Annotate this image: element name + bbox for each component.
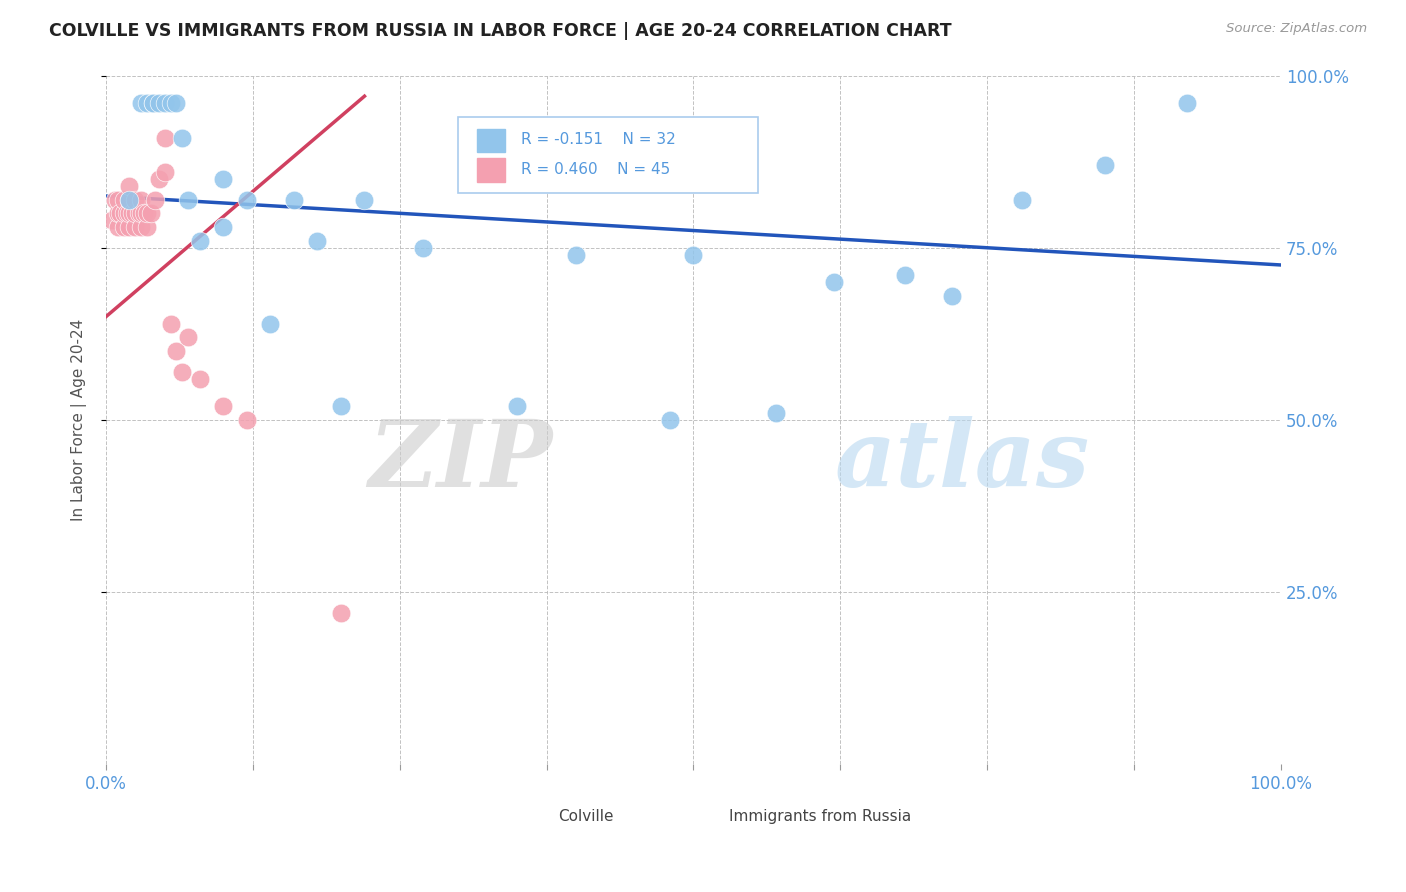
- Point: [177, 193, 200, 207]
- Point: [330, 399, 353, 413]
- Point: [107, 206, 129, 220]
- Text: Colville: Colville: [558, 809, 614, 823]
- Text: ZIP: ZIP: [368, 417, 553, 507]
- Text: Immigrants from Russia: Immigrants from Russia: [728, 809, 911, 823]
- Point: [236, 413, 259, 427]
- Point: [283, 193, 305, 207]
- Point: [118, 193, 141, 207]
- Point: [112, 220, 135, 235]
- Point: [682, 247, 704, 261]
- Point: [107, 193, 129, 207]
- Point: [118, 206, 141, 220]
- FancyBboxPatch shape: [477, 128, 506, 152]
- Point: [188, 234, 211, 248]
- FancyBboxPatch shape: [692, 805, 720, 830]
- Point: [139, 206, 162, 220]
- Point: [136, 220, 159, 235]
- Text: Source: ZipAtlas.com: Source: ZipAtlas.com: [1226, 22, 1367, 36]
- Point: [565, 247, 588, 261]
- Point: [212, 172, 235, 186]
- Point: [136, 206, 159, 220]
- Point: [153, 130, 176, 145]
- Point: [121, 206, 143, 220]
- Point: [112, 193, 135, 207]
- Point: [101, 213, 124, 227]
- Point: [153, 96, 176, 111]
- Point: [172, 130, 194, 145]
- Point: [129, 220, 152, 235]
- Point: [128, 206, 150, 220]
- Point: [142, 96, 165, 111]
- Point: [212, 220, 235, 235]
- Point: [118, 193, 141, 207]
- Point: [353, 193, 375, 207]
- Point: [107, 220, 129, 235]
- Point: [115, 206, 138, 220]
- Point: [894, 268, 917, 283]
- Y-axis label: In Labor Force | Age 20-24: In Labor Force | Age 20-24: [72, 318, 87, 521]
- Point: [142, 96, 165, 111]
- Point: [143, 193, 166, 207]
- Point: [506, 399, 529, 413]
- Point: [188, 372, 211, 386]
- Point: [166, 96, 188, 111]
- FancyBboxPatch shape: [522, 805, 550, 830]
- Point: [142, 96, 165, 111]
- Text: R = 0.460    N = 45: R = 0.460 N = 45: [520, 161, 671, 177]
- Point: [129, 206, 152, 220]
- Point: [330, 606, 353, 620]
- Point: [824, 275, 846, 289]
- Point: [259, 317, 281, 331]
- Point: [118, 220, 141, 235]
- Text: R = -0.151    N = 32: R = -0.151 N = 32: [520, 132, 675, 147]
- Point: [124, 220, 146, 235]
- Point: [142, 96, 165, 111]
- Point: [159, 96, 181, 111]
- Point: [1011, 193, 1033, 207]
- Point: [118, 178, 141, 193]
- Point: [148, 96, 170, 111]
- Point: [765, 406, 787, 420]
- Point: [236, 193, 259, 207]
- Point: [132, 206, 155, 220]
- Point: [112, 206, 135, 220]
- Point: [159, 317, 181, 331]
- Point: [142, 96, 165, 111]
- Point: [129, 96, 152, 111]
- FancyBboxPatch shape: [477, 158, 506, 182]
- Point: [659, 413, 682, 427]
- Text: atlas: atlas: [835, 417, 1090, 507]
- Point: [129, 193, 152, 207]
- Point: [172, 365, 194, 379]
- Text: COLVILLE VS IMMIGRANTS FROM RUSSIA IN LABOR FORCE | AGE 20-24 CORRELATION CHART: COLVILLE VS IMMIGRANTS FROM RUSSIA IN LA…: [49, 22, 952, 40]
- Point: [153, 165, 176, 179]
- Point: [104, 193, 127, 207]
- Point: [124, 206, 146, 220]
- Point: [412, 241, 434, 255]
- Point: [1094, 158, 1116, 172]
- Point: [142, 96, 165, 111]
- Point: [136, 96, 159, 111]
- Point: [1175, 96, 1198, 111]
- Point: [142, 96, 165, 111]
- Point: [212, 399, 235, 413]
- Point: [142, 96, 165, 111]
- FancyBboxPatch shape: [458, 117, 758, 193]
- Point: [166, 344, 188, 359]
- Point: [148, 172, 170, 186]
- Point: [177, 330, 200, 344]
- Point: [142, 96, 165, 111]
- Point: [108, 206, 131, 220]
- Point: [124, 193, 146, 207]
- Point: [307, 234, 329, 248]
- Point: [941, 289, 963, 303]
